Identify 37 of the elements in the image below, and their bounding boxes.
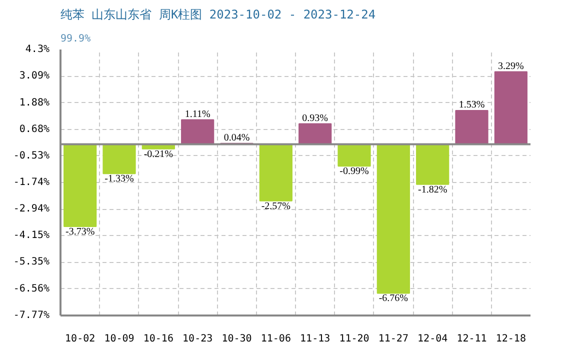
y-tick-label: 3.09%: [19, 70, 50, 82]
chart-subtitle: 99.9%: [60, 34, 91, 44]
chart-title: 纯苯 山东山东省 周K柱图 2023-10-02 - 2023-12-24: [60, 8, 376, 22]
x-tick-label: 12-11: [456, 334, 487, 344]
x-tick-label: 12-18: [496, 334, 526, 344]
data-label: 1.11%: [184, 108, 210, 120]
data-label: 0.04%: [224, 132, 250, 144]
x-tick-label: 10-30: [222, 334, 252, 344]
data-label: 0.93%: [302, 112, 328, 124]
y-tick-label: -2.94%: [13, 204, 50, 215]
data-label: -2.57%: [261, 200, 291, 212]
y-tick-label: -6.56%: [13, 283, 50, 294]
data-label: -3.73%: [66, 226, 95, 238]
y-tick-label: -0.53%: [13, 150, 50, 162]
x-tick-label: 11-13: [300, 334, 330, 344]
data-label: -0.21%: [144, 148, 174, 160]
data-label: -1.33%: [104, 174, 134, 185]
data-label: -6.76%: [378, 293, 408, 304]
x-tick-label: 11-20: [339, 334, 370, 344]
x-tick-label: 10-16: [143, 334, 174, 344]
x-tick-label: 10-02: [65, 334, 96, 344]
x-tick-label: 12-04: [418, 334, 448, 344]
x-tick-label: 11-27: [378, 334, 408, 344]
data-label: -0.99%: [340, 166, 369, 178]
y-tick-label: -5.35%: [13, 256, 50, 268]
x-tick-label: 10-09: [104, 334, 134, 344]
y-tick-label: 1.88%: [19, 97, 50, 108]
x-tick-label: 11-06: [260, 334, 291, 344]
data-label: 3.29%: [498, 60, 524, 72]
y-tick-label: -7.77%: [13, 310, 50, 321]
y-tick-label: -1.74%: [13, 177, 50, 188]
y-tick-label: 0.68%: [19, 124, 50, 135]
data-label: 1.53%: [458, 100, 485, 111]
y-tick-label: 4.3%: [25, 44, 50, 55]
y-tick-label: -4.15%: [13, 230, 50, 242]
x-tick-label: 10-23: [182, 334, 213, 344]
data-label: -1.82%: [418, 184, 448, 196]
